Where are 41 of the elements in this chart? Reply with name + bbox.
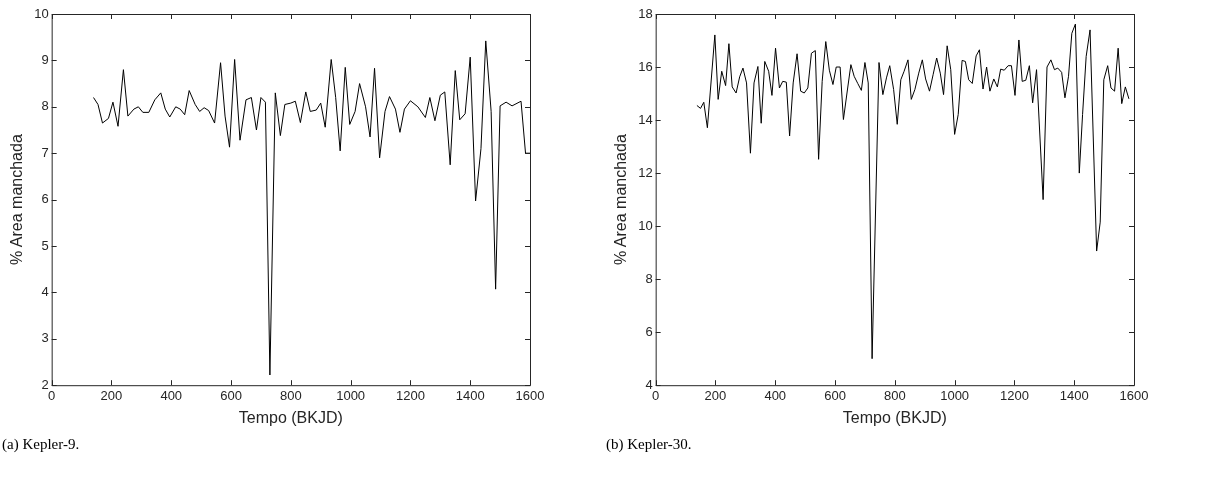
x-tick-label: 400 <box>160 387 183 403</box>
x-tick-label: 1200 <box>395 387 425 403</box>
x-axis-title: Tempo (BKJD) <box>842 408 947 426</box>
y-tick-label: 14 <box>638 111 653 127</box>
y-tick-label: 7 <box>41 144 49 160</box>
x-tick-label: 0 <box>48 387 56 403</box>
text: (b) Kepler-30. <box>606 436 693 453</box>
y-tick-label: 5 <box>41 237 49 253</box>
x-tick-label: 1000 <box>940 387 970 403</box>
x-tick-label: 1000 <box>336 387 366 403</box>
y-tick-label: 8 <box>645 270 653 286</box>
x-tick-label: 1400 <box>1059 387 1089 403</box>
x-tick-label: 1400 <box>455 387 485 403</box>
y-tick-label: 9 <box>41 51 49 67</box>
x-axis-title: Tempo (BKJD) <box>238 408 343 426</box>
y-tick-label: 3 <box>41 330 49 346</box>
x-tick-label: 200 <box>100 387 123 403</box>
y-tick-label: 6 <box>645 323 653 339</box>
y-tick-label: 6 <box>41 191 49 207</box>
x-tick-label: 600 <box>220 387 242 403</box>
x-tick-label: 1600 <box>515 387 545 403</box>
y-tick-label: 4 <box>41 283 49 299</box>
text: (a) Kepler-9. <box>2 436 81 453</box>
y-axis-title: % Area manchada <box>8 134 26 265</box>
x-tick-label: 0 <box>652 387 660 403</box>
y-tick-label: 2 <box>41 376 49 392</box>
y-tick-label: 12 <box>638 164 653 180</box>
y-axis-title: % Area manchada <box>612 134 630 265</box>
y-tick-label: 10 <box>638 217 653 233</box>
y-tick-label: 18 <box>638 5 653 21</box>
y-tick-label: 4 <box>645 376 653 392</box>
x-tick-label: 800 <box>883 387 906 403</box>
x-tick-label: 1600 <box>1119 387 1149 403</box>
x-tick-label: 600 <box>824 387 846 403</box>
x-tick-label: 1200 <box>999 387 1029 403</box>
x-tick-label: 800 <box>279 387 302 403</box>
y-tick-label: 16 <box>638 58 653 74</box>
y-tick-label: 10 <box>34 5 49 21</box>
y-tick-label: 8 <box>41 98 49 114</box>
x-tick-label: 400 <box>764 387 787 403</box>
x-tick-label: 200 <box>704 387 727 403</box>
